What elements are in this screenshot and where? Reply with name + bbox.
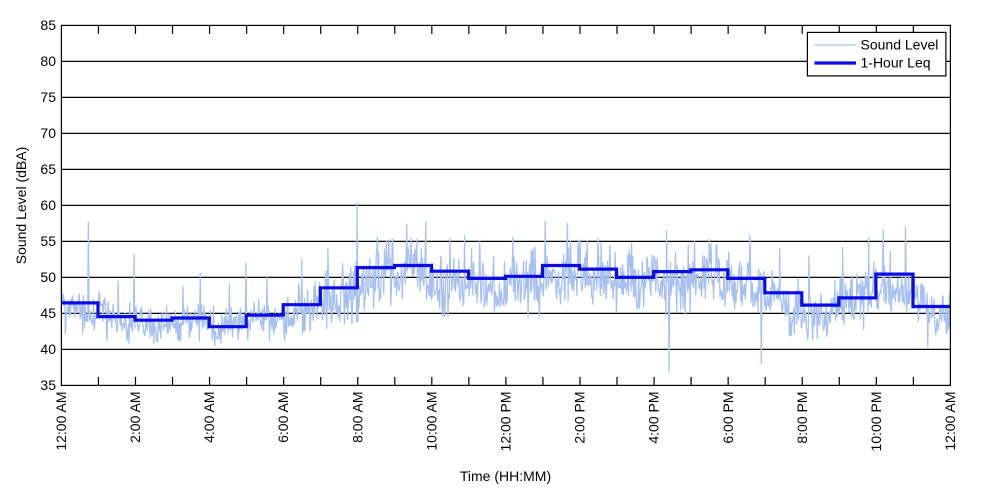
- svg-text:2:00 AM: 2:00 AM: [127, 392, 143, 443]
- svg-text:8:00 AM: 8:00 AM: [349, 392, 365, 443]
- svg-text:12:00 PM: 12:00 PM: [498, 392, 514, 452]
- svg-text:1-Hour Leq: 1-Hour Leq: [861, 55, 931, 71]
- svg-text:55: 55: [40, 233, 56, 249]
- svg-text:Sound Level (dBA): Sound Level (dBA): [13, 147, 29, 265]
- svg-text:12:00 AM: 12:00 AM: [53, 392, 69, 451]
- svg-text:75: 75: [40, 89, 56, 105]
- svg-text:45: 45: [40, 305, 56, 321]
- svg-text:12:00 AM: 12:00 AM: [942, 392, 958, 451]
- svg-text:65: 65: [40, 161, 56, 177]
- svg-text:80: 80: [40, 53, 56, 69]
- svg-text:8:00 PM: 8:00 PM: [794, 392, 810, 444]
- svg-text:70: 70: [40, 125, 56, 141]
- svg-text:Sound Level: Sound Level: [861, 37, 939, 53]
- svg-text:6:00 PM: 6:00 PM: [720, 392, 736, 444]
- svg-text:85: 85: [40, 17, 56, 33]
- svg-text:Time (HH:MM): Time (HH:MM): [460, 468, 551, 484]
- svg-text:60: 60: [40, 197, 56, 213]
- svg-text:4:00 PM: 4:00 PM: [646, 392, 662, 444]
- svg-text:40: 40: [40, 341, 56, 357]
- svg-text:4:00 AM: 4:00 AM: [201, 392, 217, 443]
- svg-text:50: 50: [40, 269, 56, 285]
- svg-text:10:00 PM: 10:00 PM: [868, 392, 884, 452]
- svg-text:35: 35: [40, 377, 56, 393]
- svg-text:6:00 AM: 6:00 AM: [275, 392, 291, 443]
- svg-text:2:00 PM: 2:00 PM: [572, 392, 588, 444]
- svg-text:10:00 AM: 10:00 AM: [423, 392, 439, 451]
